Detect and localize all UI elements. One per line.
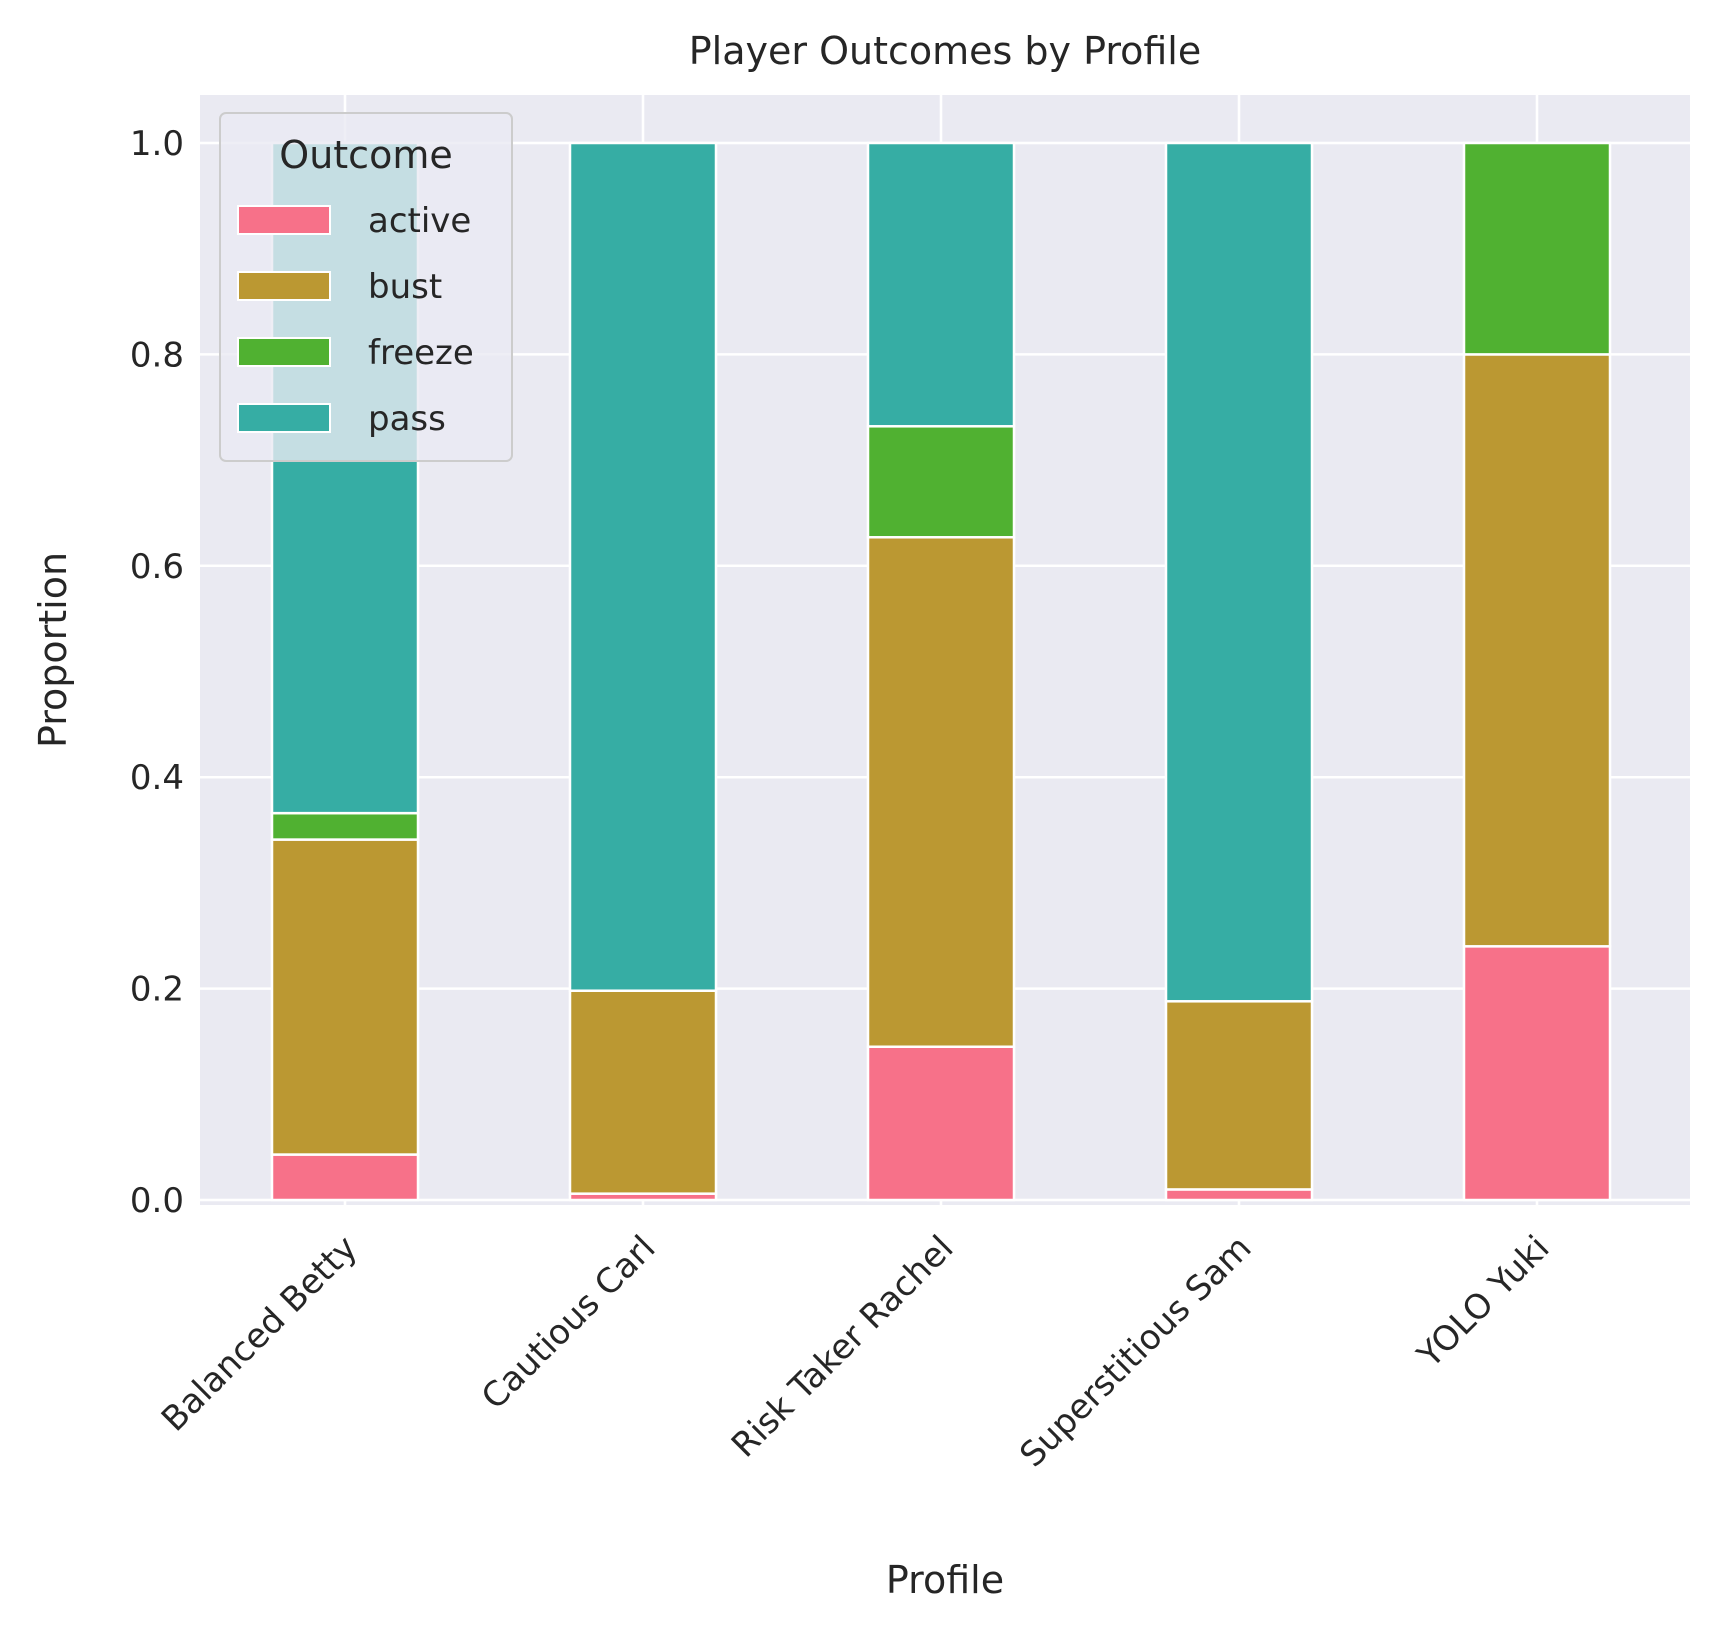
legend-label-freeze: freeze: [368, 333, 474, 373]
bar-segment-active: [1462, 945, 1612, 1202]
legend-box: [219, 112, 513, 462]
legend: Outcome active bust freeze pass: [219, 112, 513, 462]
y-tick-label: 0.6: [130, 547, 184, 587]
legend-swatch-bust: [237, 271, 331, 301]
legend-swatch-pass: [237, 403, 331, 433]
y-tick-label: 0.0: [130, 1181, 184, 1221]
bar-segment-freeze: [270, 811, 420, 841]
y-tick-label: 1.0: [130, 124, 184, 164]
legend-label-bust: bust: [368, 267, 442, 307]
bar-segment-bust: [568, 989, 718, 1195]
legend-label-pass: pass: [368, 399, 446, 439]
bar-segment-bust: [1462, 353, 1612, 948]
y-tick-label: 0.8: [130, 335, 184, 375]
y-tick-label: 0.2: [130, 970, 184, 1010]
bar-segment-freeze: [866, 425, 1016, 539]
bar-segment-active: [866, 1045, 1016, 1202]
bar-segment-active: [1164, 1188, 1314, 1202]
y-tick-label: 0.4: [130, 758, 184, 798]
bar-segment-pass: [1164, 141, 1314, 1003]
chart-title: Player Outcomes by Profile: [689, 29, 1201, 73]
y-axis-ticks: 0.0 0.2 0.4 0.6 0.8 1.0: [130, 124, 184, 1221]
bar-segment-bust: [866, 536, 1016, 1048]
legend-items: active bust freeze pass: [237, 201, 474, 439]
x-axis-label: Profile: [886, 1558, 1004, 1602]
legend-swatch-freeze: [237, 337, 331, 367]
bar-segment-active: [270, 1153, 420, 1202]
bar-segment-bust: [270, 838, 420, 1156]
legend-title: Outcome: [279, 133, 452, 177]
legend-swatch-active: [237, 205, 331, 235]
legend-label-active: active: [368, 201, 471, 241]
bar-segment-freeze: [1462, 141, 1612, 356]
y-axis-label: Proportion: [31, 552, 75, 748]
bar-segment-bust: [1164, 1000, 1314, 1191]
bars: [270, 141, 1612, 1202]
bar-segment-pass: [866, 141, 1016, 428]
bar-segment-pass: [568, 141, 718, 992]
